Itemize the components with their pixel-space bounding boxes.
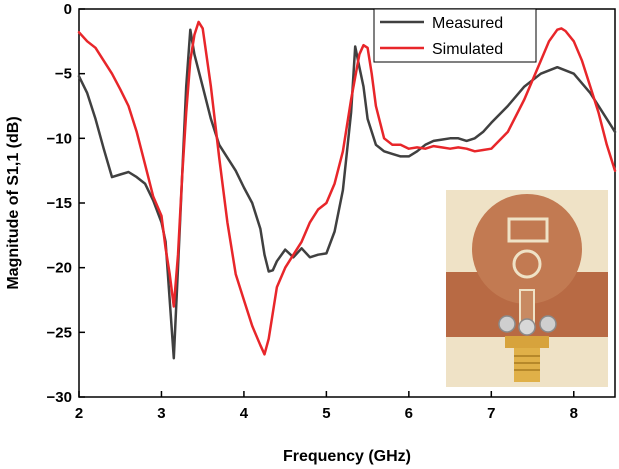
y-tick-label: −5 (55, 66, 72, 83)
series-line-simulated (77, 20, 617, 356)
y-axis-title: Magnitude of S1,1 (dB) (5, 116, 22, 289)
y-tick-label: −10 (47, 130, 72, 147)
sma-connector-body (514, 348, 540, 382)
y-tick-label: −20 (47, 260, 72, 277)
antenna-photo-inset (446, 190, 608, 387)
sma-flange (505, 336, 549, 348)
x-tick-label: 5 (322, 405, 330, 422)
legend-label-simulated: Simulated (432, 41, 503, 58)
x-tick-label: 8 (570, 405, 578, 422)
legend: Measured Simulated (373, 8, 537, 63)
x-tick-label: 2 (75, 405, 83, 422)
x-axis-title: Frequency (GHz) (283, 448, 411, 465)
x-tick-label: 3 (157, 405, 165, 422)
y-tick-label: −25 (47, 324, 72, 341)
patch-slot-rectangle (507, 217, 549, 243)
y-tick-label: −30 (47, 389, 72, 406)
x-tick-label: 4 (240, 405, 249, 422)
axes: 2 3 4 5 6 7 8 0 −5 −10 −15 −20 −25 −30 (47, 1, 616, 422)
radiating-patch (472, 194, 582, 304)
legend-box (373, 8, 537, 63)
solder-joint-center (518, 318, 536, 336)
y-tick-label: 0 (64, 1, 72, 18)
solder-joint-right (539, 315, 557, 333)
patch-slot-ring (512, 249, 542, 279)
x-tick-label: 6 (405, 405, 413, 422)
solder-joint-left (498, 315, 516, 333)
y-tick-label: −15 (47, 195, 72, 212)
x-tick-label: 7 (487, 405, 495, 422)
legend-label-measured: Measured (432, 15, 503, 32)
series-layer (77, 20, 617, 360)
